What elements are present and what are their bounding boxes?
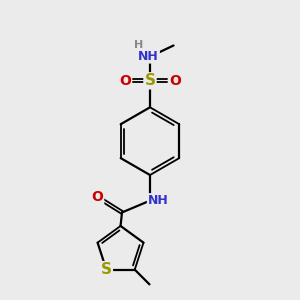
Text: H: H (134, 40, 143, 50)
Text: NH: NH (138, 50, 159, 63)
Text: S: S (101, 262, 112, 277)
Text: O: O (119, 74, 131, 88)
Text: S: S (145, 73, 155, 88)
Text: O: O (169, 74, 181, 88)
Text: O: O (92, 190, 103, 204)
Text: NH: NH (148, 194, 169, 207)
